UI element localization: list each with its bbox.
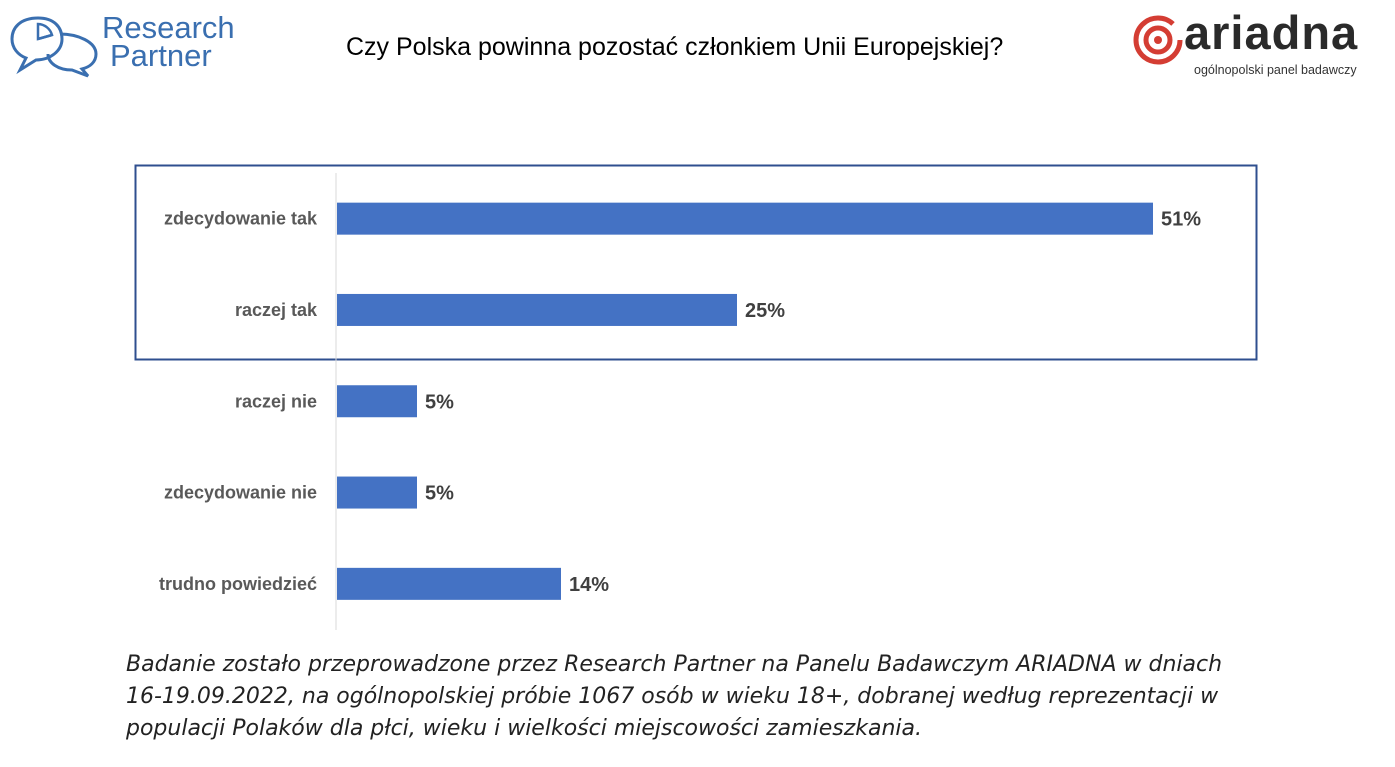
logo-left-line2: Partner [110,38,212,73]
caption-line-3: populacji Polaków dla płci, wieku i wiel… [126,716,923,741]
data-label: 25% [745,300,785,322]
ariadna-wordmark: ariadna [1184,6,1359,59]
bar [337,202,1153,235]
caption-line-2: 16-19.09.2022, na ogólnopolskiej próbie … [126,684,1219,709]
page-title: Czy Polska powinna pozostać członkiem Un… [346,33,1004,61]
logo-left-line1: Research [102,10,235,45]
ariadna-logo: ariadna ogólnopolski panel badawczy [1132,6,1387,83]
data-label: 5% [425,483,454,505]
data-label: 14% [569,574,609,596]
ariadna-tagline: ogólnopolski panel badawczy [1194,63,1357,77]
category-label: raczej tak [235,300,318,320]
research-partner-logo: Research Partner [8,12,235,78]
category-label: trudno powiedzieć [159,574,317,594]
bar-chart: zdecydowanie tak 51% raczej tak 25% raczej n… [134,164,1258,630]
bar [337,293,737,326]
highlight-frame [134,164,1258,361]
bar [337,476,417,509]
survey-caption: Badanie zostało przeprowadzone przez Res… [126,649,1256,745]
research-partner-wordmark: Research Partner [102,10,235,73]
category-label: raczej nie [235,391,317,411]
caption-line-1: Badanie zostało przeprowadzone przez Res… [126,652,1223,677]
data-label: 51% [1161,209,1201,231]
speech-bubbles-icon [10,16,98,78]
category-label: zdecydowanie nie [164,483,317,503]
category-label: zdecydowanie tak [164,209,318,229]
bar [337,385,417,418]
ariadna-spiral-icon [1133,15,1183,65]
data-label: 5% [425,391,454,413]
bar [337,567,561,600]
